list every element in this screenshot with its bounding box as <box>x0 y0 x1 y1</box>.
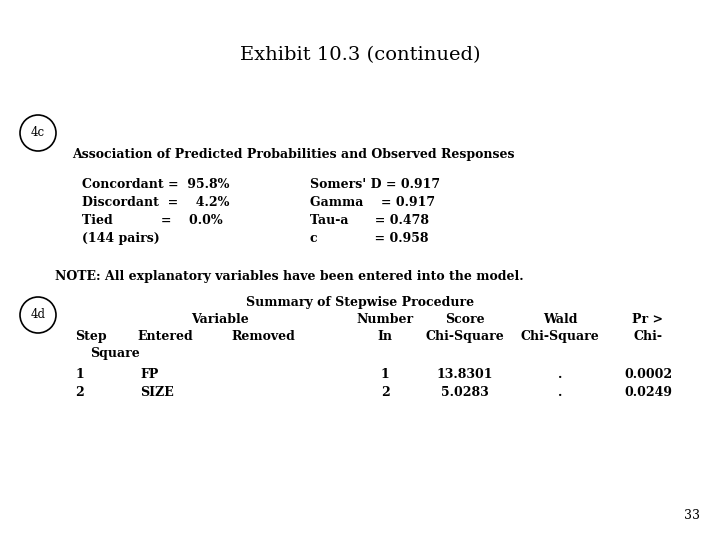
Text: Summary of Stepwise Procedure: Summary of Stepwise Procedure <box>246 296 474 309</box>
Text: Pr >: Pr > <box>632 313 664 326</box>
Text: Entered: Entered <box>137 330 193 343</box>
Text: 4c: 4c <box>31 126 45 139</box>
Text: Score: Score <box>445 313 485 326</box>
Text: 0.0249: 0.0249 <box>624 386 672 399</box>
Text: Association of Predicted Probabilities and Observed Responses: Association of Predicted Probabilities a… <box>72 148 515 161</box>
Text: FP: FP <box>140 368 158 381</box>
Text: Wald: Wald <box>543 313 577 326</box>
Text: Chi-Square: Chi-Square <box>426 330 505 343</box>
Text: .: . <box>558 368 562 381</box>
Text: 13.8301: 13.8301 <box>437 368 493 381</box>
Text: 5.0283: 5.0283 <box>441 386 489 399</box>
Text: Exhibit 10.3 (continued): Exhibit 10.3 (continued) <box>240 46 480 64</box>
Text: Step: Step <box>75 330 107 343</box>
Text: 2: 2 <box>76 386 84 399</box>
Text: 1: 1 <box>381 368 390 381</box>
Text: Tied           =    0.0%: Tied = 0.0% <box>82 214 222 227</box>
Text: c             = 0.958: c = 0.958 <box>310 232 428 245</box>
Text: 33: 33 <box>684 509 700 522</box>
Text: Number: Number <box>356 313 413 326</box>
Text: SIZE: SIZE <box>140 386 174 399</box>
Text: Tau-a      = 0.478: Tau-a = 0.478 <box>310 214 429 227</box>
Text: Concordant =  95.8%: Concordant = 95.8% <box>82 178 230 191</box>
Text: Chi-Square: Chi-Square <box>521 330 599 343</box>
Text: .: . <box>558 386 562 399</box>
Text: Discordant  =    4.2%: Discordant = 4.2% <box>82 196 230 209</box>
Text: In: In <box>377 330 392 343</box>
Text: Removed: Removed <box>231 330 295 343</box>
Text: NOTE: All explanatory variables have been entered into the model.: NOTE: All explanatory variables have bee… <box>55 270 523 283</box>
Text: Variable: Variable <box>191 313 249 326</box>
Text: Square: Square <box>90 347 140 360</box>
Text: Somers' D = 0.917: Somers' D = 0.917 <box>310 178 440 191</box>
Text: Gamma    = 0.917: Gamma = 0.917 <box>310 196 435 209</box>
Text: Chi-: Chi- <box>634 330 662 343</box>
Text: (144 pairs): (144 pairs) <box>82 232 160 245</box>
Text: 4d: 4d <box>30 308 45 321</box>
Text: 2: 2 <box>381 386 390 399</box>
Text: 1: 1 <box>76 368 84 381</box>
Text: 0.0002: 0.0002 <box>624 368 672 381</box>
